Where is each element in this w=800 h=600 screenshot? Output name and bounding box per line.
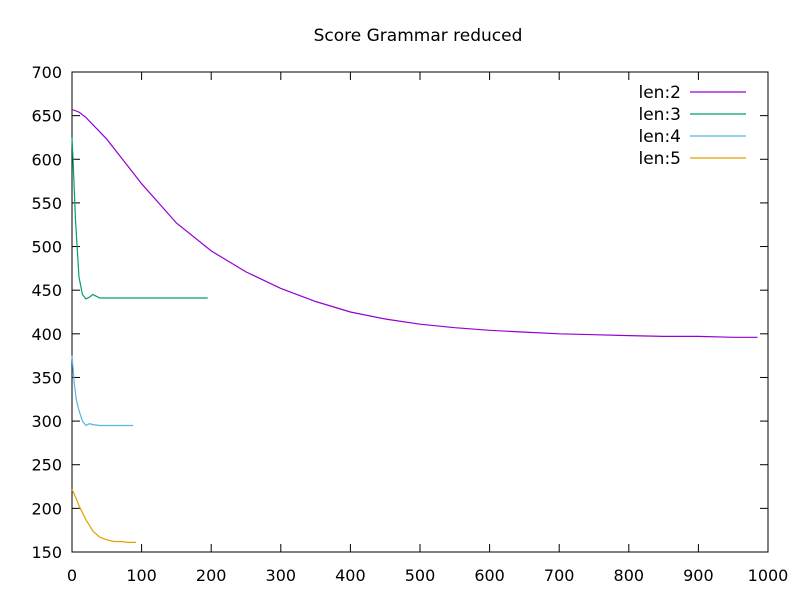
x-tick-label: 400 [335, 566, 366, 585]
x-tick-label: 100 [126, 566, 157, 585]
legend-label: len:2 [639, 83, 682, 103]
y-tick-label: 250 [31, 456, 62, 475]
y-tick-label: 300 [31, 412, 62, 431]
x-tick-label: 600 [474, 566, 505, 585]
y-tick-label: 600 [31, 150, 62, 169]
x-tick-label: 200 [196, 566, 227, 585]
chart-title: Score Grammar reduced [314, 26, 523, 46]
y-tick-label: 700 [31, 63, 62, 82]
x-tick-label: 800 [614, 566, 645, 585]
series-line-len-4 [71, 355, 134, 427]
series-line-len-5 [71, 488, 136, 544]
y-tick-label: 550 [31, 194, 62, 213]
series-line-len-2 [71, 108, 758, 338]
x-tick-label: 700 [544, 566, 575, 585]
y-tick-label: 200 [31, 499, 62, 518]
y-tick-label: 650 [31, 107, 62, 126]
series-lines [71, 108, 758, 544]
y-tick-label: 450 [31, 281, 62, 300]
x-tick-label: 500 [405, 566, 436, 585]
y-tick-label: 350 [31, 368, 62, 387]
legend-label: len:4 [639, 127, 682, 147]
y-tick-label: 500 [31, 238, 62, 257]
y-tick-label: 150 [31, 543, 62, 562]
y-tick-label: 400 [31, 325, 62, 344]
x-tick-label: 0 [67, 566, 77, 585]
x-tick-label: 900 [683, 566, 714, 585]
x-tick-label: 300 [266, 566, 297, 585]
legend-label: len:5 [639, 149, 682, 169]
axis-ticks: 150 200 250 300 350 400 450 500 550 600 650 700 0 100… [31, 63, 788, 585]
x-tick-label: 1000 [748, 566, 789, 585]
series-line-len-3 [71, 137, 208, 300]
legend-label: len:3 [639, 105, 682, 125]
